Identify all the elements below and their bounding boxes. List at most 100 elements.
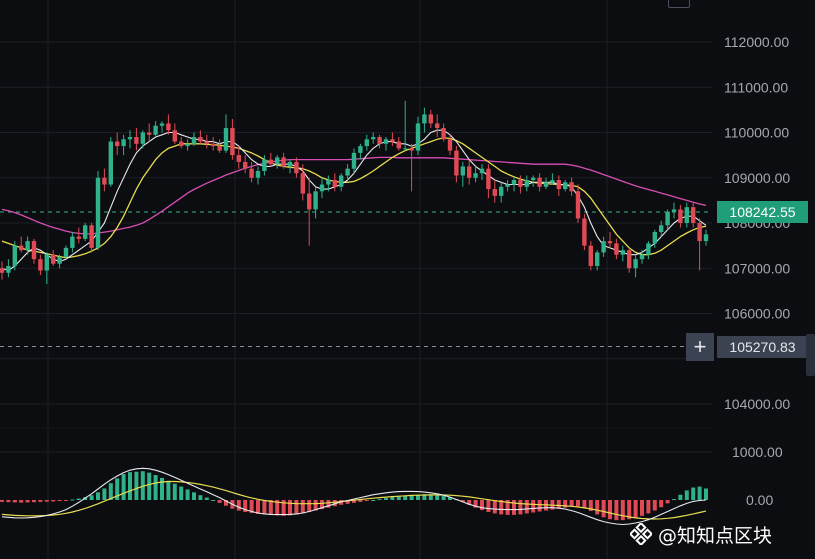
candle-body (569, 182, 574, 192)
macd-bar (313, 500, 318, 511)
candle-body (172, 130, 177, 142)
macd-bar (352, 500, 356, 503)
macd-bar (467, 500, 472, 505)
macd-bar (518, 500, 523, 515)
macd-bar (684, 490, 689, 500)
candle-body (492, 189, 497, 196)
candle-body (108, 141, 113, 185)
macd-bar (505, 500, 510, 515)
candle-body (479, 168, 485, 174)
macd-bar (441, 495, 446, 500)
macd-bar (128, 472, 132, 500)
candle-body (511, 180, 517, 185)
macd-bar (320, 500, 324, 510)
macd-bar (460, 500, 465, 502)
macd-bar (108, 483, 113, 500)
candle-body (473, 173, 478, 178)
macd-bar (115, 478, 120, 500)
macd-bar (416, 494, 420, 500)
macd-bar (217, 500, 222, 503)
candle-body (435, 123, 440, 128)
price-scale-toggle-button[interactable] (668, 0, 690, 8)
macd-bar (396, 496, 401, 500)
macd-bar (704, 488, 708, 500)
macd-bar (569, 500, 574, 507)
candle-body (217, 146, 222, 151)
candle-body (633, 259, 638, 269)
candle-body (639, 254, 645, 260)
candle-body (607, 241, 613, 244)
price-axis: 112000.00111000.00110000.00109000.001080… (724, 34, 790, 508)
macd-bar (576, 500, 580, 507)
candle-body (486, 168, 491, 190)
candle-body (358, 146, 363, 153)
macd-histogram (0, 471, 708, 521)
macd-bar (422, 494, 427, 500)
macd-bar (288, 500, 292, 516)
candle-body (447, 139, 453, 151)
candle-body (588, 245, 593, 266)
macd-tick-label: 1000.00 (732, 444, 783, 460)
macd-bar (492, 500, 497, 514)
watermark: @知知点区块 (630, 519, 772, 549)
candle-body (671, 209, 677, 212)
macd-bar (0, 500, 4, 502)
plus-icon[interactable]: + (686, 333, 714, 361)
candle-body (415, 123, 421, 151)
macd-bar (140, 471, 145, 500)
candle-body (563, 182, 568, 190)
macd-bar (640, 500, 644, 516)
price-tick-label: 109000.00 (724, 170, 790, 186)
candle-body (57, 256, 62, 264)
candle-body (179, 141, 184, 147)
macd-signal-line (1, 480, 707, 520)
ma-mid-line (1, 137, 707, 259)
candle-body (582, 218, 587, 246)
macd-bar (595, 500, 600, 515)
macd-bar (179, 486, 184, 500)
candle-body (537, 177, 542, 187)
macd-bar (76, 498, 81, 500)
candle-body (249, 168, 254, 178)
macd-bar (697, 486, 702, 500)
macd-bar (620, 500, 625, 521)
macd-bar (32, 500, 36, 503)
macd-bar (281, 500, 286, 516)
price-axis-scroll-handle[interactable] (806, 334, 815, 376)
candle-body (300, 173, 305, 194)
candle-body (147, 132, 152, 135)
macd-bar (588, 500, 593, 512)
candle-body (294, 161, 299, 174)
candle-body (678, 209, 683, 223)
macd-bar (678, 494, 683, 500)
macd-bar (480, 500, 484, 511)
candle-body (185, 143, 190, 147)
candle-body (499, 186, 504, 196)
macd-bar (499, 500, 504, 515)
macd-bar (646, 500, 651, 514)
candle-body (102, 177, 107, 185)
candle-body (243, 161, 248, 169)
candle-body (556, 180, 561, 190)
macd-bar (51, 500, 56, 502)
macd-line (1, 467, 707, 526)
macd-bar (326, 500, 331, 508)
macd-bar (300, 500, 305, 514)
candle-body (115, 141, 120, 147)
candle-body (396, 141, 401, 149)
candle-body (345, 168, 350, 176)
macd-bar (57, 500, 62, 501)
macd-bar (627, 500, 632, 520)
macd-bar (249, 500, 254, 513)
macd-bar (243, 500, 248, 512)
macd-bar (672, 499, 676, 501)
macd-bar (185, 489, 190, 500)
current-price-tag: 108242.55 (717, 201, 808, 223)
candlestick-series (0, 100, 709, 285)
candle-body (223, 127, 229, 151)
macd-bar (435, 494, 440, 500)
macd-bar (486, 500, 491, 512)
candle-body (518, 180, 523, 187)
candle-body (614, 243, 619, 255)
